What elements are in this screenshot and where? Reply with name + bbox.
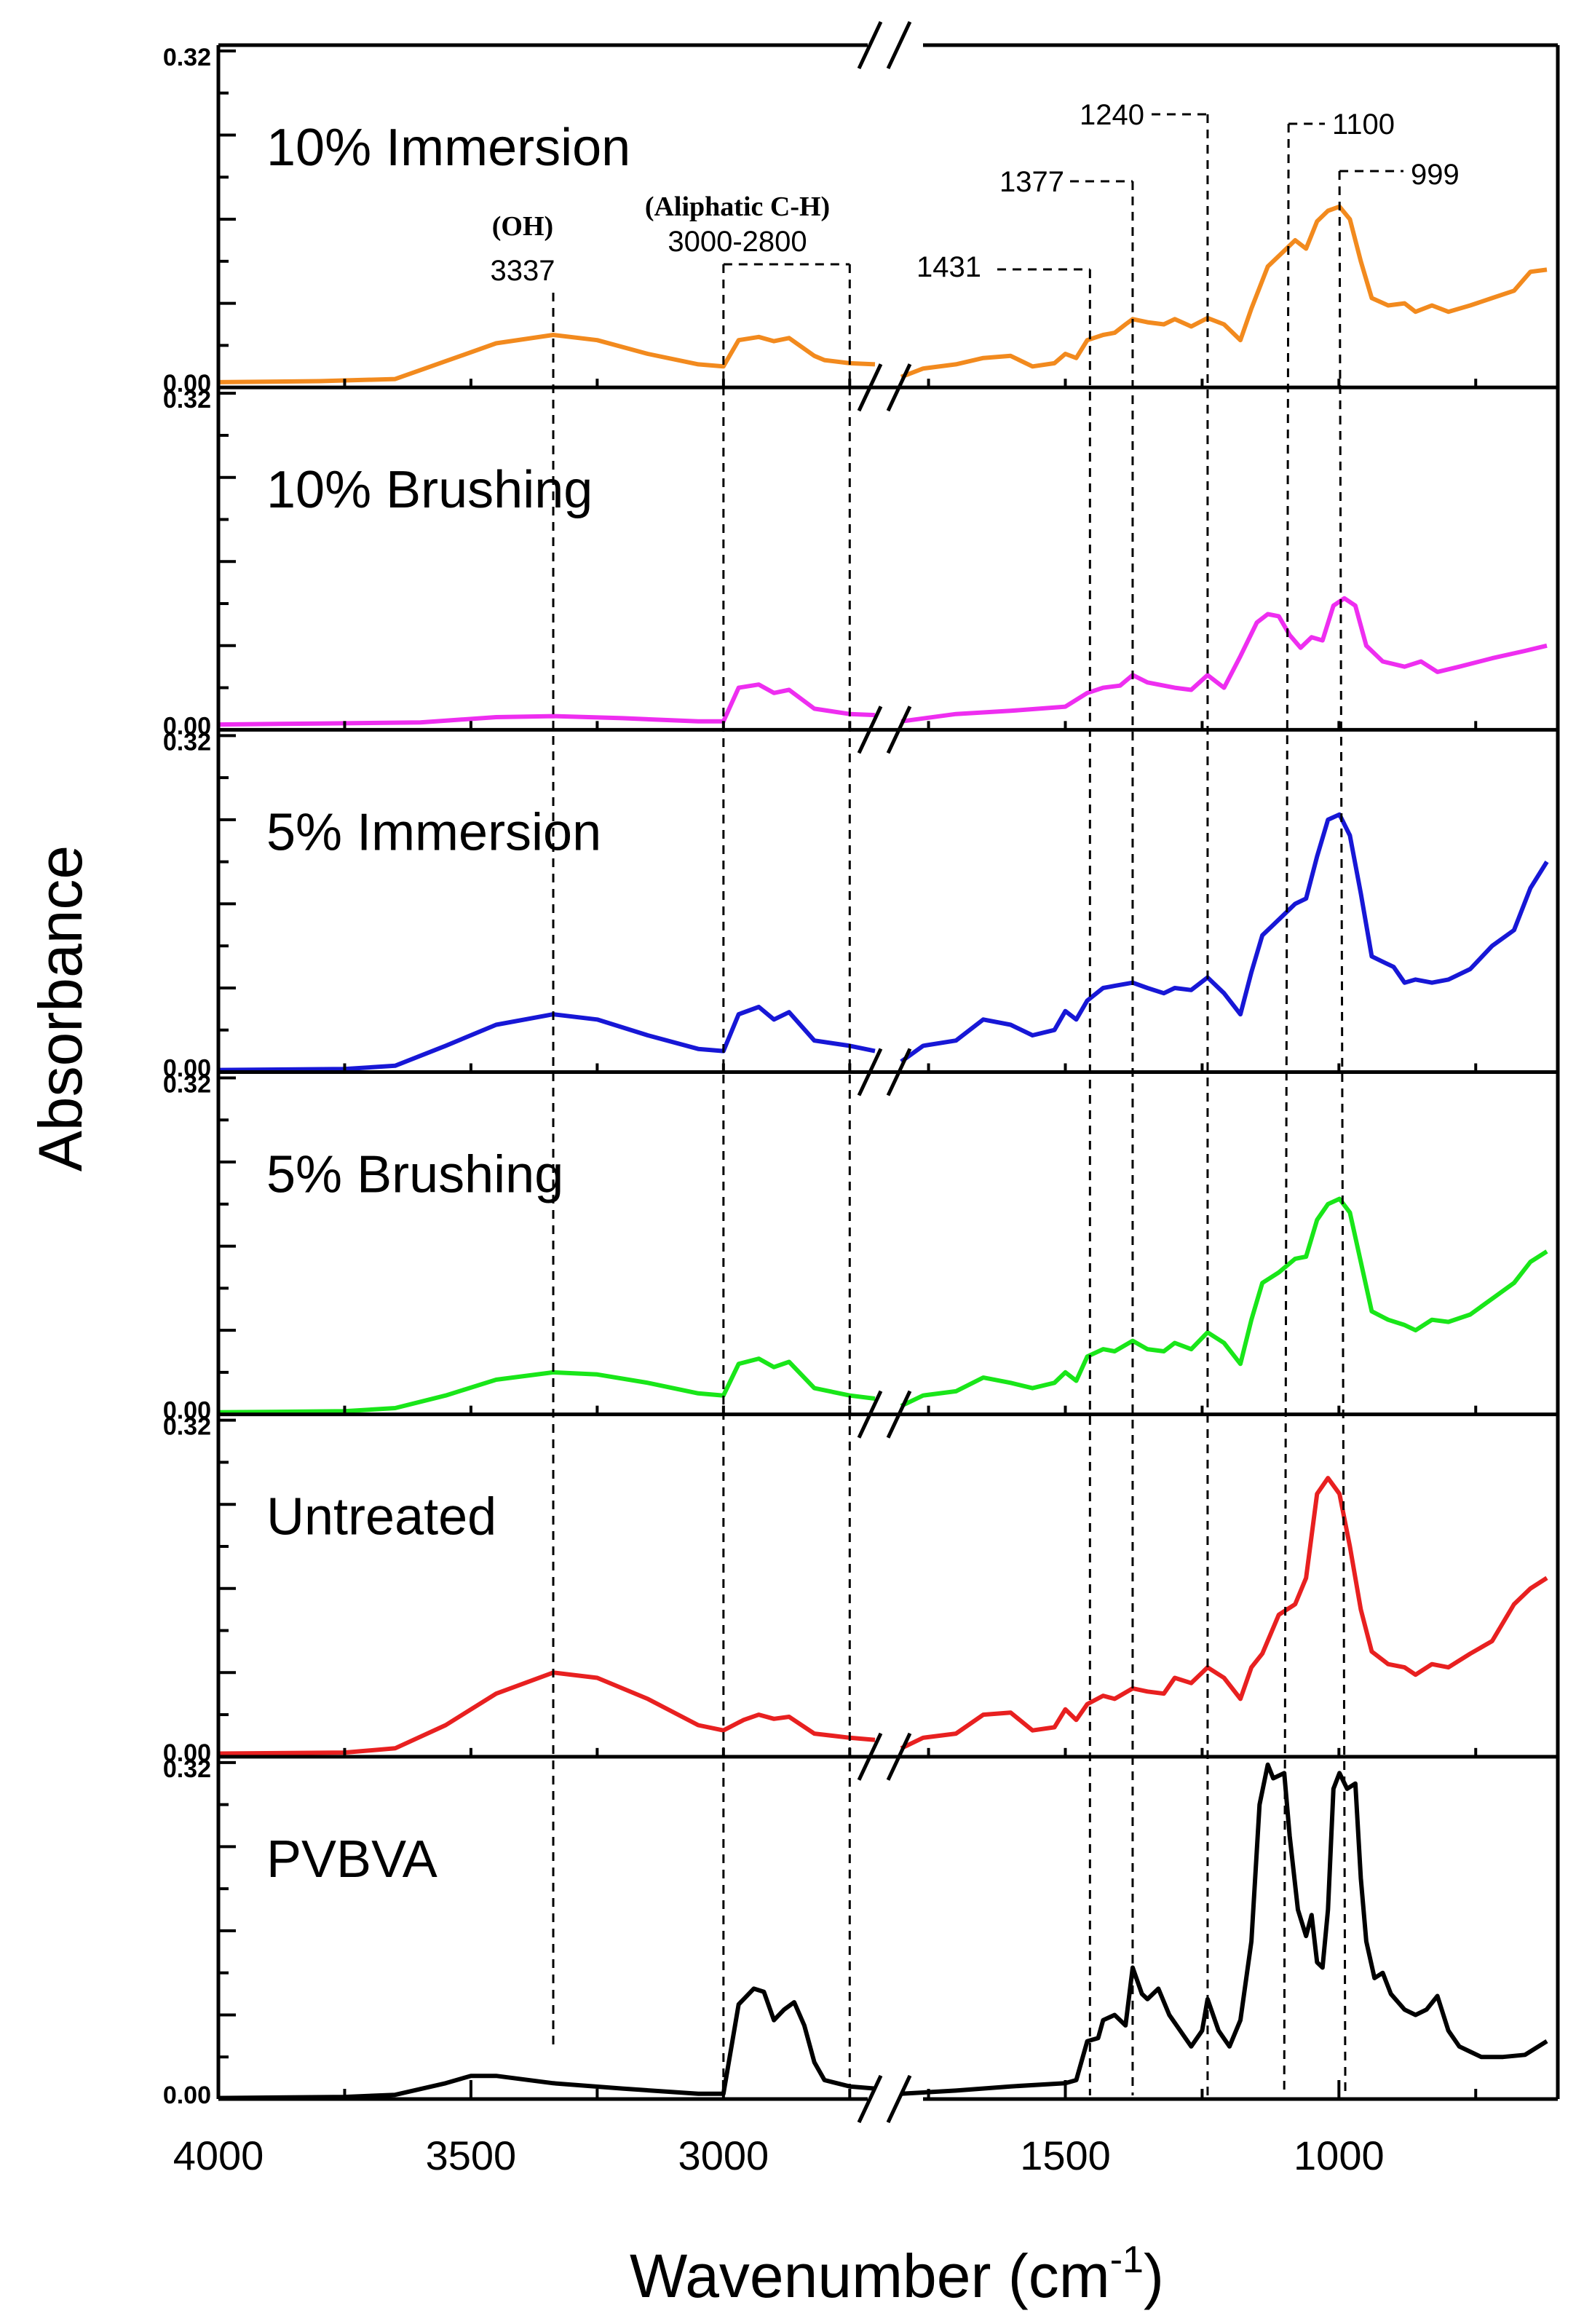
series-line-right — [900, 1196, 1548, 1408]
y-tick-label-min: 0.00 — [163, 2082, 211, 2109]
peak-label-1431: 1431 — [916, 251, 981, 283]
y-tick-label-max: 0.32 — [163, 728, 211, 756]
axis-break-mark — [886, 363, 912, 412]
series-line-right — [900, 596, 1548, 724]
y-tick-label-max: 0.32 — [163, 1755, 211, 1783]
guide-line-1100 — [1283, 123, 1290, 2096]
panel-5-brushing: 0.00 0.32 5% Brushing — [163, 1070, 1558, 1425]
y-tick-label-max: 0.32 — [163, 1413, 211, 1441]
x-tick-label-4000: 4000 — [173, 2133, 264, 2178]
x-tick-label-3500: 3500 — [426, 2133, 517, 2178]
axis-break-mark — [857, 363, 883, 412]
y-tick-label-min: 0.00 — [163, 712, 211, 740]
panel-label: 10% Brushing — [266, 461, 593, 519]
ch-range: 3000-2800 — [668, 226, 807, 258]
axis-break-mark — [886, 20, 912, 70]
series-line-left — [218, 1670, 876, 1756]
axis-break-mark — [886, 1048, 912, 1096]
y-tick-label-max: 0.32 — [163, 44, 211, 71]
series-line-left — [218, 333, 876, 384]
oh-label: (OH) — [492, 211, 553, 242]
axis-break-mark — [857, 706, 883, 754]
series-line-right — [900, 1762, 1548, 2096]
axis-break-mark — [886, 1390, 912, 1439]
peak-label-999: 999 — [1411, 159, 1460, 191]
x-tick-label-1000: 1000 — [1294, 2133, 1385, 2178]
y-tick-label-max: 0.32 — [163, 386, 211, 414]
axis-break-mark — [886, 706, 912, 754]
axis-break-mark — [857, 20, 883, 70]
annotations: (OH) 3337 (Aliphatic C-H) 3000-2800 1431… — [491, 99, 1460, 287]
series-line-left — [218, 1356, 876, 1415]
y-tick-label-max: 0.32 — [163, 1071, 211, 1099]
axis-break-mark — [886, 2074, 912, 2124]
guide-line-999 — [1338, 170, 1347, 2096]
panel-untreated: 0.00 0.32 Untreated — [163, 1412, 1558, 1767]
panel-pvbva: 0.00 0.32 PVBVA — [163, 1755, 1558, 2109]
series-line-left — [218, 1005, 876, 1072]
panel-label: 10% Immersion — [266, 119, 630, 177]
x-tick-label-1500: 1500 — [1020, 2133, 1111, 2178]
panel-label: PVBVA — [266, 1830, 437, 1889]
panel-label: 5% Brushing — [266, 1146, 563, 1204]
x-axis-title: Wavenumber (cm-1) — [630, 2239, 1164, 2310]
y-tick-label-min: 0.00 — [163, 1055, 211, 1083]
series-line-left — [218, 682, 876, 727]
guide-lines — [552, 113, 1403, 2096]
peak-label-1240: 1240 — [1080, 99, 1144, 131]
y-tick-label-min: 0.00 — [163, 1397, 211, 1425]
series-line-right — [900, 204, 1548, 379]
series-line-right — [900, 1476, 1548, 1751]
y-tick-label-min: 0.00 — [163, 370, 211, 398]
y-axis-title: Absorbance — [26, 845, 95, 1171]
ch-label: (Aliphatic C-H) — [645, 191, 830, 222]
series-line-left — [218, 1986, 876, 2100]
axis-break-mark — [857, 1048, 883, 1096]
panel-10-brushing: 0.00 0.32 10% Brushing — [163, 385, 1558, 740]
panel-label: 5% Immersion — [266, 803, 601, 861]
series-line-right — [900, 812, 1549, 1064]
panel-label: Untreated — [266, 1488, 496, 1546]
oh-value: 3337 — [491, 255, 555, 287]
x-tick-label-3000: 3000 — [678, 2133, 769, 2178]
panel-5-immersion: 0.00 0.32 5% Immersion — [163, 727, 1558, 1083]
peak-label-1100: 1100 — [1332, 108, 1395, 141]
peak-label-1377: 1377 — [999, 166, 1064, 198]
axis-break-mark — [886, 1732, 912, 1781]
x-axis: 4000 3500 3000 1500 1000 — [173, 379, 1478, 2178]
axis-break-mark — [857, 1732, 883, 1781]
y-tick-label-min: 0.00 — [163, 1739, 211, 1767]
axis-break-mark — [857, 1390, 883, 1439]
axis-break-mark — [857, 2074, 883, 2124]
panel-10-immersion: 0.00 0.32 10% Immersion — [163, 44, 1548, 398]
